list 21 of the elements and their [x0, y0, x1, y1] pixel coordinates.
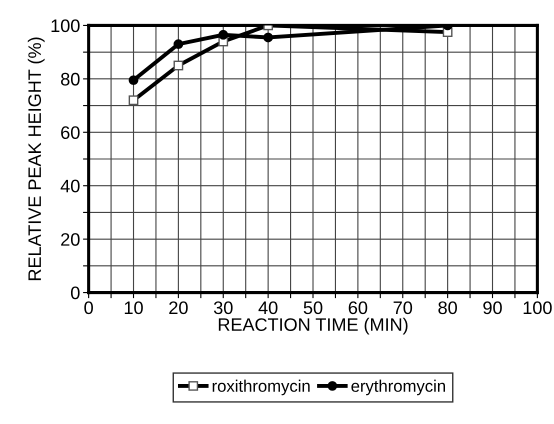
y-tick-label: 60 — [61, 126, 80, 140]
y-axis-title: RELATIVE PEAK HEIGHT (%) — [28, 38, 45, 280]
x-tick-label: 80 — [438, 301, 457, 314]
legend-label: erythromycin — [351, 380, 446, 396]
x-tick-label: 50 — [304, 301, 322, 314]
x-tick-label: 90 — [483, 301, 502, 314]
legend-label: roxithromycin — [212, 380, 310, 396]
x-axis-title: REACTION TIME (MIN) — [218, 318, 408, 335]
x-tick-label: 70 — [394, 301, 412, 314]
x-tick-label: 10 — [124, 301, 143, 314]
y-tick-label: 0 — [70, 286, 80, 300]
y-tick-label: 80 — [61, 72, 80, 86]
y-tick-label: 100 — [52, 19, 80, 32]
x-tick-label: 100 — [524, 301, 552, 314]
x-tick-label: 30 — [214, 301, 233, 314]
x-tick-label: 20 — [169, 301, 188, 314]
x-tick-label: 0 — [84, 301, 93, 314]
x-tick-label: 40 — [258, 301, 278, 314]
x-tick-label: 60 — [348, 301, 368, 314]
y-tick-label: 40 — [60, 180, 80, 192]
y-tick-label: 20 — [61, 233, 80, 246]
